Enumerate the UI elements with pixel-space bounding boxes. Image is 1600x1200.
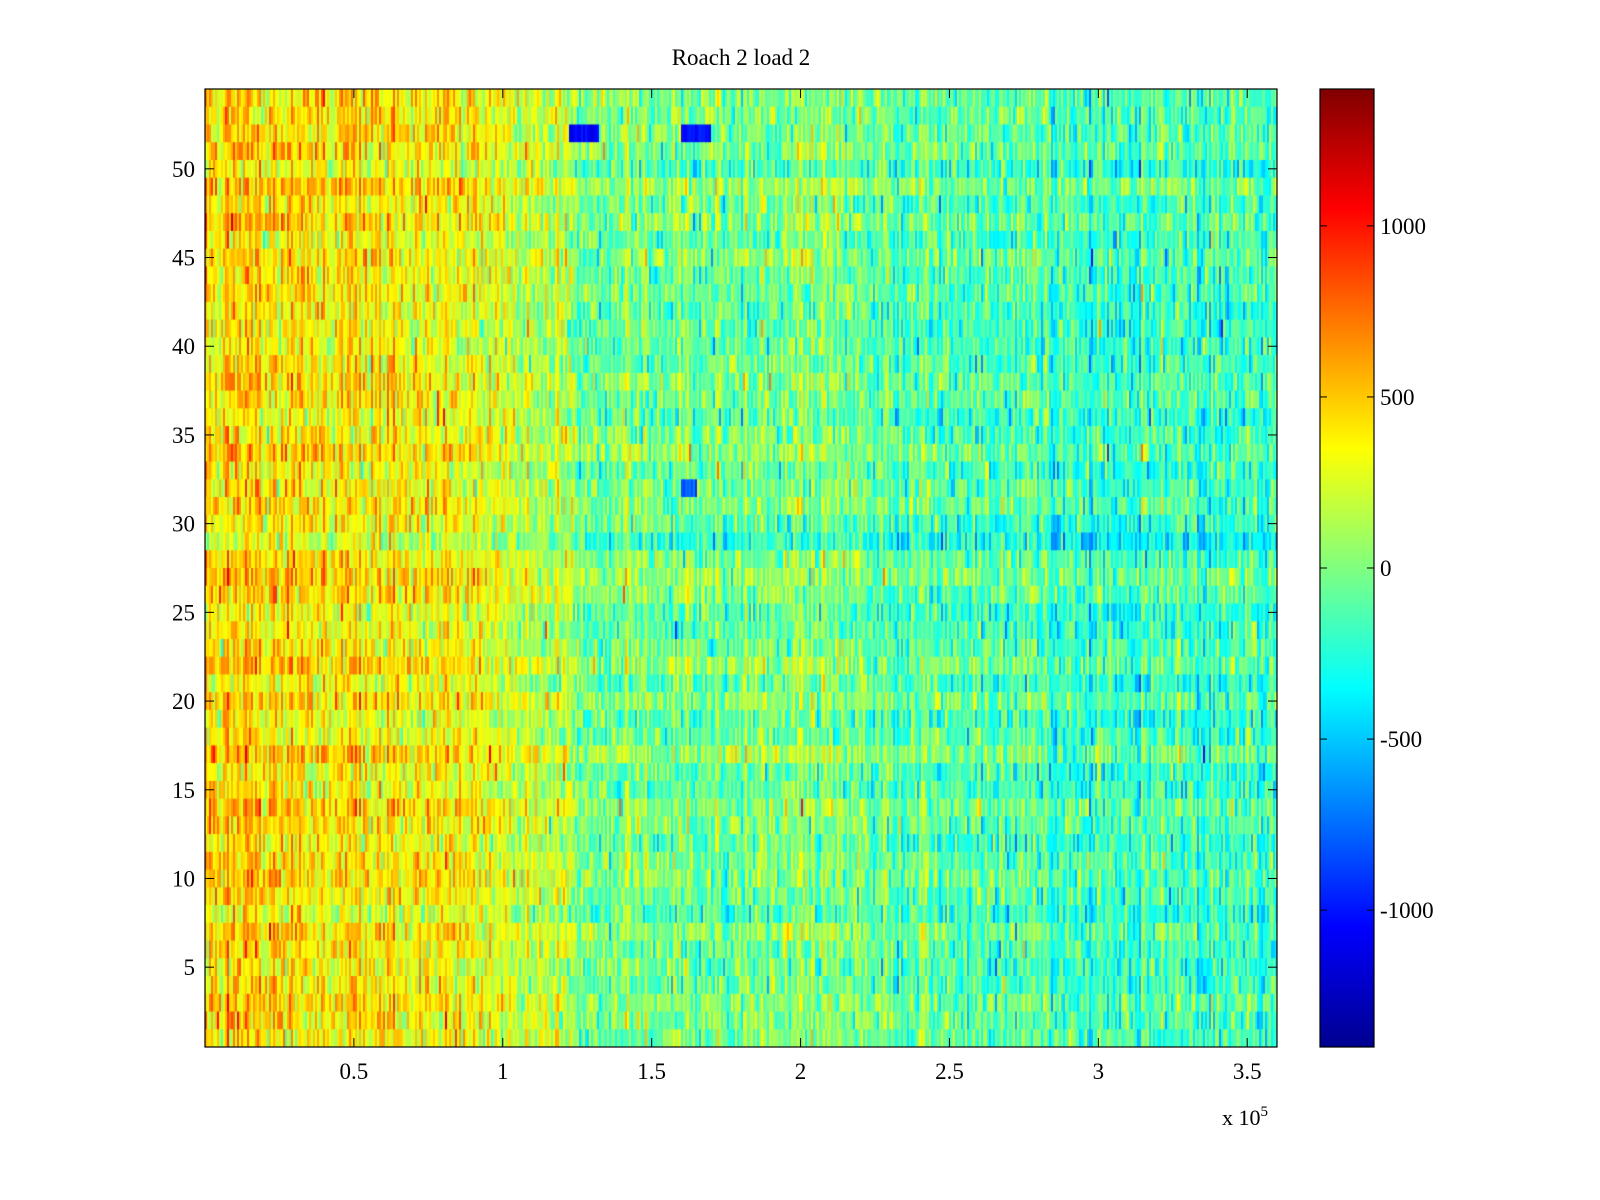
plot-frame xyxy=(204,88,1278,1048)
y-tick-label: 25 xyxy=(172,600,195,625)
x-axis: 0.5 1 1.5 2 2.5 3 3.5 xyxy=(340,89,1262,1084)
y-tick-label: 50 xyxy=(172,157,195,182)
colorbar-tick-label: -1000 xyxy=(1380,898,1434,923)
y-tick-label: 20 xyxy=(172,689,195,714)
x-tick-label: 1 xyxy=(497,1059,509,1084)
x-tick-label: 1.5 xyxy=(637,1059,666,1084)
y-tick-label: 15 xyxy=(172,778,195,803)
x-tick-label: 2.5 xyxy=(935,1059,964,1084)
colorbar-fill xyxy=(1319,88,1375,1048)
x-tick-label: 0.5 xyxy=(340,1059,369,1084)
y-tick-label: 45 xyxy=(172,246,195,271)
y-axis: 5 10 15 20 25 30 35 40 45 50 xyxy=(172,157,1277,980)
chart-title: Roach 2 load 2 xyxy=(672,45,811,70)
colorbar-tick-label: 0 xyxy=(1380,556,1392,581)
colorbar-tick-label: -500 xyxy=(1380,727,1422,752)
y-tick-label: 30 xyxy=(172,512,195,537)
heatmap-cells xyxy=(205,89,1277,1047)
x-multiplier-base: x 10 xyxy=(1222,1105,1261,1130)
colorbar-tick-label: 500 xyxy=(1380,385,1415,410)
x-tick-label: 3 xyxy=(1093,1059,1105,1084)
y-tick-label: 5 xyxy=(184,955,196,980)
x-tick-label: 3.5 xyxy=(1233,1059,1262,1084)
y-tick-label: 40 xyxy=(172,334,195,359)
heatmap-plot-area xyxy=(205,89,1277,1047)
y-tick-label: 10 xyxy=(172,866,195,891)
colorbar-tick-label: 1000 xyxy=(1380,214,1426,239)
x-multiplier-exponent: 5 xyxy=(1261,1104,1269,1120)
x-tick-label: 2 xyxy=(795,1059,807,1084)
y-tick-label: 35 xyxy=(172,423,195,448)
colorbar xyxy=(1319,88,1375,1048)
x-multiplier: x 105 xyxy=(1222,1104,1268,1130)
colorbar-axis: -1000 -500 0 500 1000 xyxy=(1320,214,1434,923)
